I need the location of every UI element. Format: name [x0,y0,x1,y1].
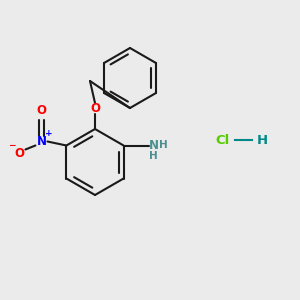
Text: N: N [36,135,46,148]
Text: H: H [256,134,268,146]
Text: −: − [8,141,15,150]
Text: O: O [90,103,100,116]
Text: Cl: Cl [215,134,229,146]
Text: H: H [149,151,158,160]
Text: O: O [14,147,24,160]
Text: N: N [148,139,159,152]
Text: H: H [159,140,168,151]
Text: +: + [45,129,52,138]
Text: O: O [36,104,46,117]
